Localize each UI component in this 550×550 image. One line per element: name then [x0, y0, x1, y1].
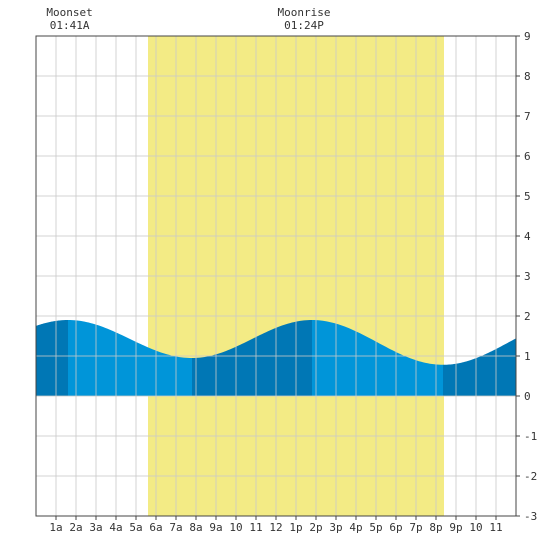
x-tick-label: 9p: [449, 521, 462, 534]
x-tick-label: 7p: [409, 521, 422, 534]
x-tick-label: 4a: [109, 521, 122, 534]
x-tick-label: 2a: [69, 521, 82, 534]
x-tick-label: 6a: [149, 521, 162, 534]
x-tick-label: 12: [269, 521, 282, 534]
x-tick-label: 5a: [129, 521, 142, 534]
moon-event-title: Moonrise: [278, 6, 331, 19]
y-tick-label: 1: [524, 350, 531, 363]
x-tick-label: 11: [249, 521, 262, 534]
x-tick-label: 4p: [349, 521, 362, 534]
moon-event-time: 01:41A: [50, 19, 90, 32]
x-tick-label: 3a: [89, 521, 102, 534]
x-tick-label: 1p: [289, 521, 302, 534]
tide-segment-1: [36, 320, 68, 396]
x-tick-label: 5p: [369, 521, 382, 534]
x-tick-label: 1a: [49, 521, 62, 534]
x-tick-label: 2p: [309, 521, 322, 534]
tide-segment-3: [192, 320, 312, 396]
moon-event-time: 01:24P: [284, 19, 324, 32]
tide-segment-5: [443, 338, 516, 396]
y-tick-label: 4: [524, 230, 531, 243]
x-tick-label: 3p: [329, 521, 342, 534]
x-tick-label: 9a: [209, 521, 222, 534]
moon-event-title: Moonset: [46, 6, 92, 19]
tide-segment-4: [312, 320, 443, 396]
x-tick-label: 8p: [429, 521, 442, 534]
x-tick-label: 6p: [389, 521, 402, 534]
x-tick-label: 8a: [189, 521, 202, 534]
x-axis-ticks: 1a 2a 3a 4a 5a 6a 7a 8a 9a 10 11 12 1p 2p 3p 4p 5p 6p 7p 8p…: [49, 516, 503, 534]
y-tick-label: 8: [524, 70, 531, 83]
y-tick-label: -2: [524, 470, 537, 483]
y-tick-label: -3: [524, 510, 537, 523]
tide-segment-2: [68, 320, 192, 396]
x-tick-label: 10: [229, 521, 242, 534]
y-tick-label: 5: [524, 190, 531, 203]
y-tick-label: 9: [524, 30, 531, 43]
tide-area-layer: [36, 320, 516, 396]
y-tick-label: 6: [524, 150, 531, 163]
y-axis-ticks: -3 -2 -1 0 1 2 3 4 5 6 7 8 9: [516, 30, 537, 523]
y-tick-label: 7: [524, 110, 531, 123]
grid-layer: [36, 36, 516, 516]
y-tick-label: 3: [524, 270, 531, 283]
y-tick-label: -1: [524, 430, 537, 443]
x-tick-label: 10: [469, 521, 482, 534]
y-tick-label: 0: [524, 390, 531, 403]
y-tick-label: 2: [524, 310, 531, 323]
x-tick-label: 11: [489, 521, 502, 534]
x-tick-label: 7a: [169, 521, 182, 534]
